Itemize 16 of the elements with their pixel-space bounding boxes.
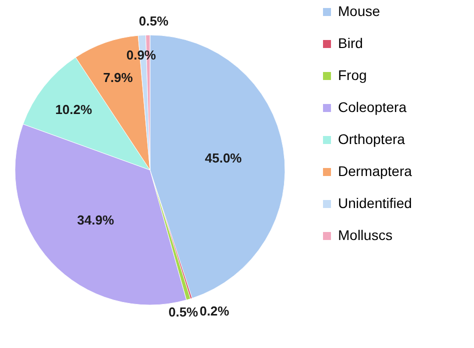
data-label: 0.9% — [126, 47, 156, 62]
legend-label: Bird — [338, 35, 363, 51]
data-label: 45.0% — [204, 150, 242, 166]
legend-label: Molluscs — [338, 227, 392, 243]
legend-label: Mouse — [338, 3, 380, 19]
data-label: 0.2% — [200, 303, 230, 318]
data-label: 7.9% — [103, 70, 134, 86]
data-label: 10.2% — [55, 102, 92, 117]
legend-label: Dermaptera — [338, 163, 412, 179]
legend-label: Coleoptera — [338, 99, 407, 115]
legend-label: Frog — [338, 67, 367, 83]
data-label: 0.5% — [168, 304, 199, 320]
data-label: 0.5% — [138, 14, 169, 29]
data-label: 34.9% — [77, 212, 114, 228]
legend-label: Unidentified — [338, 195, 412, 211]
legend-label: Orthoptera — [338, 131, 406, 147]
